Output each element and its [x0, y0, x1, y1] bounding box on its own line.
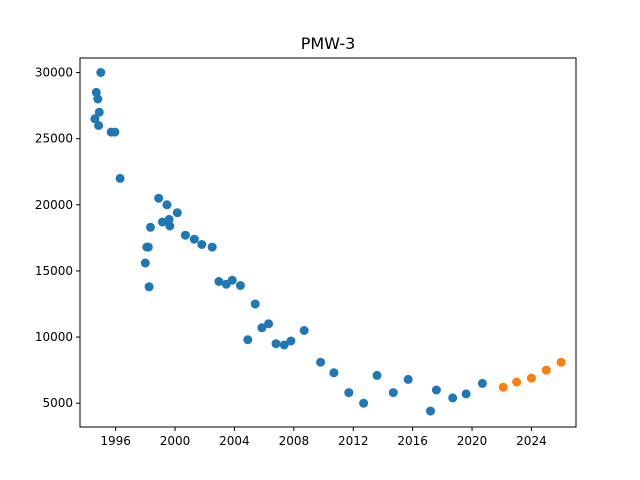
data-point-s0-45	[448, 393, 458, 403]
data-point-s0-11	[143, 242, 153, 252]
data-point-s0-42	[403, 374, 413, 384]
data-point-s0-41	[388, 388, 398, 398]
x-tick-label: 2024	[516, 434, 547, 448]
data-point-s0-3	[94, 121, 104, 130]
data-point-s0-21	[189, 234, 199, 244]
data-point-s0-47	[477, 378, 487, 388]
data-point-s0-29	[250, 299, 260, 309]
data-point-s0-24	[214, 277, 224, 286]
data-point-s0-14	[154, 193, 164, 203]
data-point-s0-46	[461, 389, 471, 399]
chart-title: PMW-3	[301, 34, 356, 53]
data-point-s0-43	[426, 406, 435, 416]
data-point-s0-19	[172, 208, 182, 218]
x-tick-label: 2004	[219, 434, 250, 448]
data-point-s0-4	[94, 107, 104, 117]
data-point-s0-26	[227, 275, 237, 285]
data-point-s0-28	[243, 335, 253, 345]
data-point-s0-31	[264, 319, 274, 329]
data-points-layer	[90, 68, 566, 416]
data-point-s0-20	[180, 230, 190, 240]
y-tick-label: 25000	[35, 132, 73, 146]
data-point-s0-9	[140, 258, 150, 268]
x-tick-label: 1996	[100, 434, 131, 448]
data-point-s0-5	[96, 68, 106, 77]
x-tick-label: 2016	[397, 434, 428, 448]
y-tick-label: 15000	[35, 264, 73, 278]
data-point-s0-44	[431, 385, 441, 395]
data-point-s1-1	[512, 377, 522, 387]
data-point-s0-22	[197, 240, 207, 249]
y-tick-label: 20000	[35, 198, 73, 212]
data-point-s0-36	[316, 357, 326, 367]
data-point-s0-33	[279, 340, 289, 350]
x-tick-label: 2012	[338, 434, 369, 448]
data-point-s0-8	[115, 173, 125, 183]
data-point-s1-2	[526, 373, 536, 383]
data-point-s1-4	[556, 357, 566, 367]
x-tick-label: 2020	[457, 434, 488, 448]
data-point-s0-16	[162, 200, 172, 210]
data-point-s0-18	[165, 221, 175, 231]
x-tick-label: 2000	[160, 434, 191, 448]
data-point-s0-39	[359, 398, 369, 408]
data-point-s0-32	[271, 339, 281, 349]
data-point-s0-0	[90, 114, 100, 124]
plot-area-frame	[79, 57, 577, 428]
data-point-s0-13	[146, 222, 155, 232]
x-axis: 1996 2000 2004 2008 2012 2016 2020 2024	[100, 427, 547, 448]
data-point-s0-34	[286, 336, 296, 346]
data-point-s0-38	[344, 388, 354, 398]
data-point-s0-35	[299, 326, 309, 335]
y-tick-label: 5000	[42, 396, 73, 410]
data-point-s0-7	[110, 127, 120, 137]
data-point-s0-37	[329, 368, 339, 378]
y-axis: 5000 10000 15000 20000 25000 30000	[35, 66, 80, 410]
data-point-s0-30	[257, 323, 267, 333]
data-point-s1-3	[541, 365, 551, 375]
data-point-s1-0	[498, 382, 508, 392]
y-tick-label: 30000	[35, 66, 73, 80]
data-point-s0-23	[207, 242, 217, 252]
x-tick-label: 2008	[279, 434, 310, 448]
data-point-s0-40	[372, 370, 382, 380]
data-point-s0-17	[164, 214, 174, 224]
data-point-s0-27	[235, 281, 245, 290]
y-tick-label: 10000	[35, 330, 73, 344]
data-point-s0-12	[144, 282, 154, 292]
data-point-s0-2	[93, 94, 103, 104]
